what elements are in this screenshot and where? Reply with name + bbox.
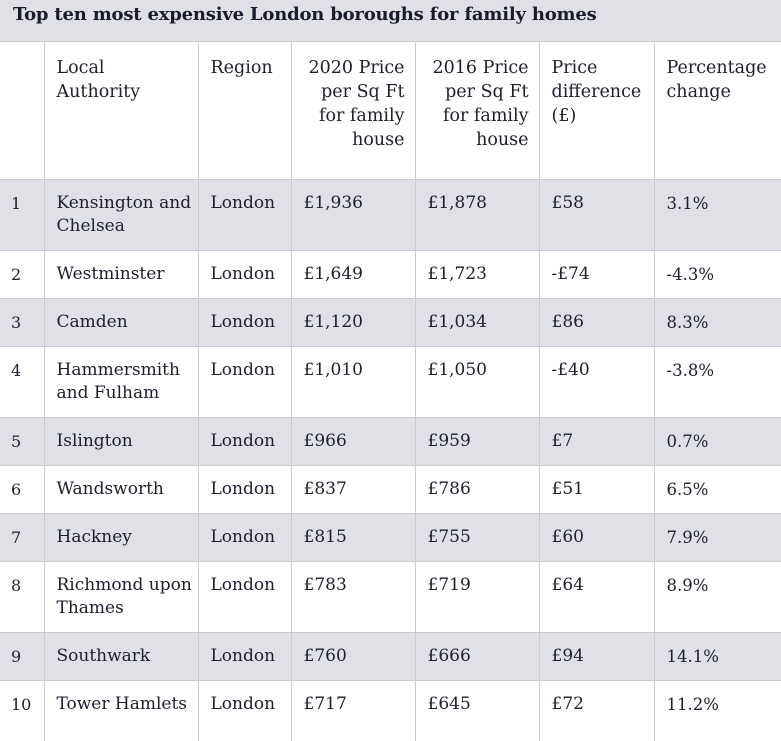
authority-cell: Richmond upon Thames <box>43 561 198 633</box>
authority-cell: Southwark <box>43 632 198 681</box>
price-2016-cell: £719 <box>414 561 539 633</box>
percentage-cell: 6.5% <box>653 465 781 514</box>
rank-cell: 1 <box>0 179 44 251</box>
percentage-cell: -4.3% <box>653 250 781 299</box>
price-2016-cell: £1,723 <box>414 250 539 299</box>
difference-cell: -£40 <box>538 346 654 418</box>
percentage-cell: 8.3% <box>653 298 781 347</box>
region-cell: London <box>197 179 291 251</box>
price-2020-cell: £1,120 <box>290 298 415 347</box>
authority-cell: Wandsworth <box>43 465 198 514</box>
header-region: Region <box>197 42 291 180</box>
table-row: 3 Camden London £1,120 £1,034 £86 8.3% <box>0 298 781 347</box>
rank-cell: 6 <box>0 465 44 514</box>
rank-cell: 7 <box>0 513 44 562</box>
price-2020-cell: £837 <box>290 465 415 514</box>
region-cell: London <box>197 417 291 466</box>
price-2020-cell: £1,649 <box>290 250 415 299</box>
difference-cell: -£74 <box>538 250 654 299</box>
price-2016-cell: £786 <box>414 465 539 514</box>
header-local-authority: Local Authority <box>43 42 198 180</box>
rank-cell: 2 <box>0 250 44 299</box>
price-2020-cell: £1,936 <box>290 179 415 251</box>
table-row: 6 Wandsworth London £837 £786 £51 6.5% <box>0 465 781 514</box>
table-row: 9 Southwark London £760 £666 £94 14.1% <box>0 632 781 681</box>
percentage-cell: -3.8% <box>653 346 781 418</box>
rank-cell: 5 <box>0 417 44 466</box>
price-2016-cell: £1,050 <box>414 346 539 418</box>
region-cell: London <box>197 298 291 347</box>
header-row: Local Authority Region 2020 Price per Sq… <box>0 42 781 180</box>
price-2016-cell: £1,878 <box>414 179 539 251</box>
table-row: 4 Hammersmith and Fulham London £1,010 £… <box>0 346 781 418</box>
header-percentage-change: Percentage change <box>653 42 781 180</box>
difference-cell: £94 <box>538 632 654 681</box>
authority-cell: Westminster <box>43 250 198 299</box>
price-2016-cell: £959 <box>414 417 539 466</box>
region-cell: London <box>197 680 291 741</box>
difference-cell: £72 <box>538 680 654 741</box>
table-row: 10 Tower Hamlets London £717 £645 £72 11… <box>0 680 781 741</box>
authority-cell: Camden <box>43 298 198 347</box>
table-row: 7 Hackney London £815 £755 £60 7.9% <box>0 513 781 562</box>
price-2020-cell: £717 <box>290 680 415 741</box>
region-cell: London <box>197 346 291 418</box>
header-2020-price: 2020 Price per Sq Ft for family house <box>290 42 415 180</box>
price-2016-cell: £1,034 <box>414 298 539 347</box>
rank-cell: 10 <box>0 680 44 741</box>
authority-cell: Tower Hamlets <box>43 680 198 741</box>
region-cell: London <box>197 250 291 299</box>
region-cell: London <box>197 632 291 681</box>
percentage-cell: 14.1% <box>653 632 781 681</box>
price-2020-cell: £1,010 <box>290 346 415 418</box>
difference-cell: £7 <box>538 417 654 466</box>
region-cell: London <box>197 561 291 633</box>
authority-cell: Hackney <box>43 513 198 562</box>
region-cell: London <box>197 465 291 514</box>
authority-cell: Islington <box>43 417 198 466</box>
price-2020-cell: £783 <box>290 561 415 633</box>
price-2016-cell: £755 <box>414 513 539 562</box>
rank-cell: 4 <box>0 346 44 418</box>
difference-cell: £64 <box>538 561 654 633</box>
price-2020-cell: £815 <box>290 513 415 562</box>
percentage-cell: 7.9% <box>653 513 781 562</box>
table-row: 1 Kensington and Chelsea London £1,936 £… <box>0 179 781 251</box>
percentage-cell: 11.2% <box>653 680 781 741</box>
header-2016-price: 2016 Price per Sq Ft for family house <box>414 42 539 180</box>
table-title: Top ten most expensive London boroughs f… <box>0 0 781 42</box>
difference-cell: £60 <box>538 513 654 562</box>
difference-cell: £58 <box>538 179 654 251</box>
rank-cell: 3 <box>0 298 44 347</box>
table-row: 8 Richmond upon Thames London £783 £719 … <box>0 561 781 633</box>
header-price-difference: Price difference (£) <box>538 42 654 180</box>
difference-cell: £86 <box>538 298 654 347</box>
percentage-cell: 0.7% <box>653 417 781 466</box>
difference-cell: £51 <box>538 465 654 514</box>
header-rank <box>0 42 44 180</box>
price-2020-cell: £760 <box>290 632 415 681</box>
percentage-cell: 3.1% <box>653 179 781 251</box>
rank-cell: 9 <box>0 632 44 681</box>
percentage-cell: 8.9% <box>653 561 781 633</box>
table-row: 5 Islington London £966 £959 £7 0.7% <box>0 417 781 466</box>
table-row: 2 Westminster London £1,649 £1,723 -£74 … <box>0 250 781 299</box>
authority-cell: Kensington and Chelsea <box>43 179 198 251</box>
authority-cell: Hammersmith and Fulham <box>43 346 198 418</box>
price-2016-cell: £666 <box>414 632 539 681</box>
price-2016-cell: £645 <box>414 680 539 741</box>
price-2020-cell: £966 <box>290 417 415 466</box>
region-cell: London <box>197 513 291 562</box>
rank-cell: 8 <box>0 561 44 633</box>
boroughs-table: Local Authority Region 2020 Price per Sq… <box>0 42 781 741</box>
